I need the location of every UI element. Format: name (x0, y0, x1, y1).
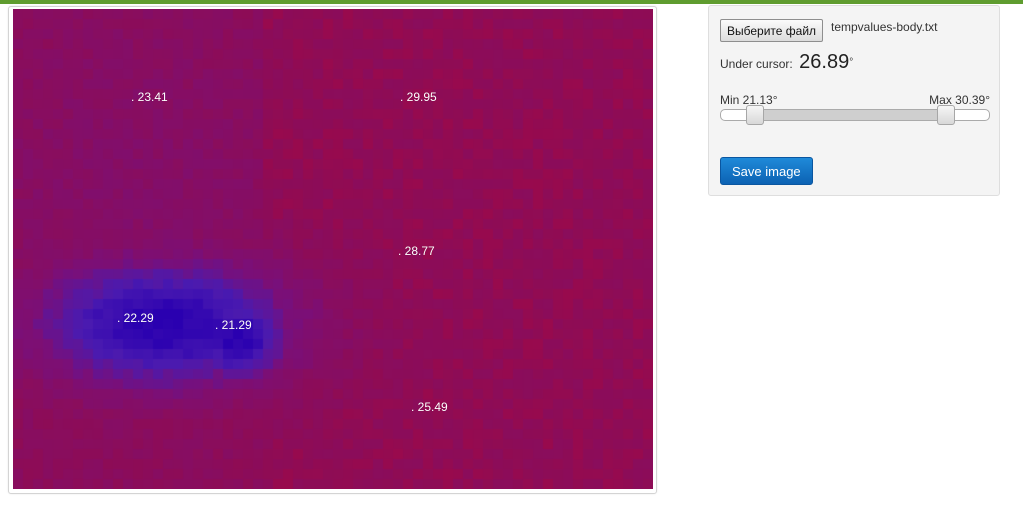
under-cursor-value: 26.89 (799, 51, 850, 73)
thermal-image[interactable]: . 23.41 . 29.95 . 28.77 . 22.29 . 21.29 … (13, 9, 653, 489)
temperature-range-slider[interactable] (720, 105, 990, 125)
under-cursor-label: Under cursor: (720, 57, 793, 71)
temperature-marker: . 23.41 (131, 90, 168, 104)
temperature-marker: . 22.29 (117, 311, 154, 325)
temperature-marker: . 21.29 (215, 318, 252, 332)
temperature-marker: . 25.49 (411, 400, 448, 414)
min-slider-handle[interactable] (745, 105, 764, 125)
under-cursor-readout: Under cursor: 26.89° (720, 51, 853, 74)
degree-symbol: ° (849, 57, 854, 68)
max-slider-handle[interactable] (936, 105, 955, 125)
temperature-marker: . 28.77 (398, 244, 435, 258)
min-temperature-label: Min 21.13° (720, 93, 778, 107)
save-image-button[interactable]: Save image (720, 157, 813, 185)
controls-panel: Выберите файл tempvalues-body.txt Under … (708, 5, 1000, 196)
selected-file-name: tempvalues-body.txt (831, 20, 938, 34)
top-accent-bar (0, 0, 1023, 4)
choose-file-button[interactable]: Выберите файл (720, 19, 824, 42)
slider-selected-range (754, 110, 946, 120)
thermal-heatmap-canvas[interactable] (13, 9, 653, 489)
max-temperature-label: Max 30.39° (929, 93, 990, 107)
temperature-marker: . 29.95 (400, 90, 437, 104)
